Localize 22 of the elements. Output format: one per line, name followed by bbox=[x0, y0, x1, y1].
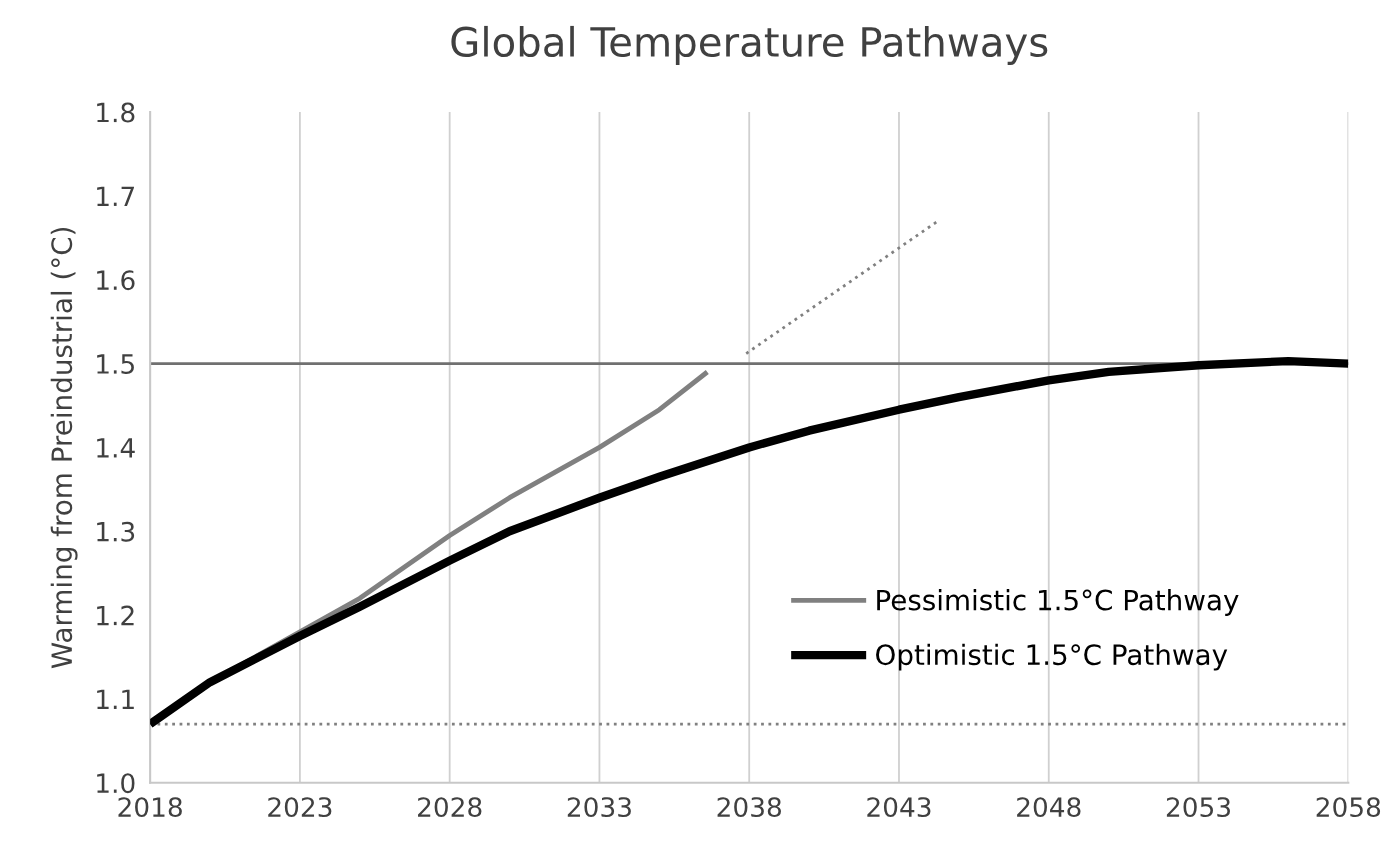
x-tick-label: 2033 bbox=[567, 797, 631, 818]
legend-label: Pessimistic 1.5°C Pathway bbox=[877, 589, 1239, 616]
y-tick-label: 1.5 bbox=[97, 354, 134, 374]
y-tick-label: 1.3 bbox=[97, 521, 135, 542]
y-tick-label: 1.0 bbox=[97, 773, 135, 794]
x-tick-label: 2028 bbox=[418, 797, 482, 818]
y-tick-label: 1.8 bbox=[97, 102, 135, 123]
y-tick-label: 1.2 bbox=[97, 605, 134, 626]
x-tick-label: 2038 bbox=[717, 797, 781, 818]
x-tick-label: 2023 bbox=[268, 797, 332, 818]
y-axis-title: Warming from Preindustrial (°C) bbox=[50, 227, 78, 669]
x-tick-label: 2018 bbox=[118, 797, 182, 818]
x-tick-label: 2048 bbox=[1017, 797, 1081, 818]
legend-label: Optimistic 1.5°C Pathway bbox=[876, 643, 1228, 671]
y-tick-label: 1.1 bbox=[97, 689, 134, 709]
x-tick-label: 2058 bbox=[1316, 797, 1381, 818]
y-tick-label: 1.4 bbox=[97, 438, 135, 458]
y-tick-label: 1.6 bbox=[97, 270, 135, 291]
y-tick-label: 1.7 bbox=[97, 186, 134, 206]
chart-title: Global Temperature Pathways bbox=[451, 25, 1048, 65]
x-tick-label: 2043 bbox=[867, 797, 931, 818]
x-tick-label: 2053 bbox=[1166, 797, 1230, 818]
